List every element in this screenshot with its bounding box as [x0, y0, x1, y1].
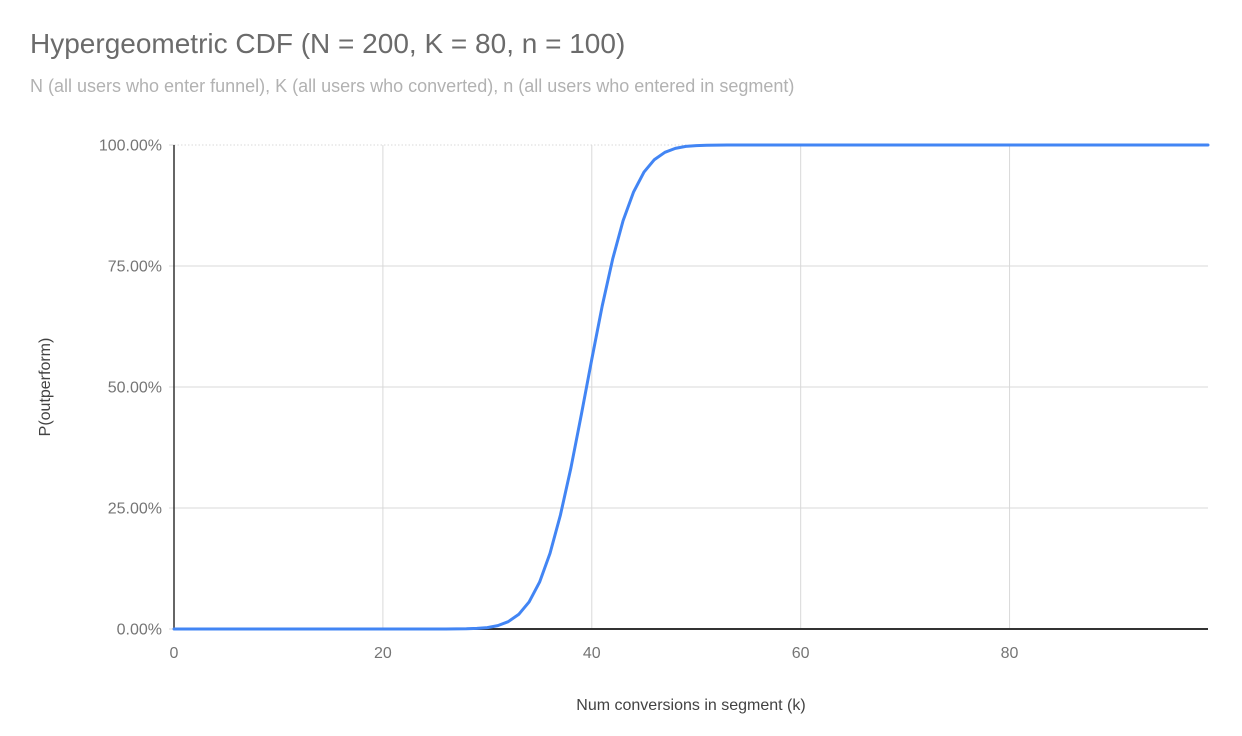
y-tick-label: 25.00% [108, 501, 162, 518]
y-tick-label: 0.00% [117, 622, 162, 639]
x-tick-label: 40 [583, 645, 601, 662]
x-axis-title: Num conversions in segment (k) [576, 697, 806, 714]
x-tick-label: 60 [792, 645, 810, 662]
chart-subtitle: N (all users who enter funnel), K (all u… [30, 76, 795, 96]
x-tick-label: 0 [170, 645, 179, 662]
y-tick-label: 50.00% [108, 380, 162, 397]
x-tick-label: 20 [374, 645, 392, 662]
x-tick-label: 80 [1001, 645, 1019, 662]
y-axis-title: P(outperform) [37, 337, 54, 437]
y-tick-label: 100.00% [99, 138, 162, 155]
y-tick-label: 75.00% [108, 259, 162, 276]
chart-title: Hypergeometric CDF (N = 200, K = 80, n =… [30, 28, 626, 59]
cdf-series-line [172, 143, 1210, 631]
